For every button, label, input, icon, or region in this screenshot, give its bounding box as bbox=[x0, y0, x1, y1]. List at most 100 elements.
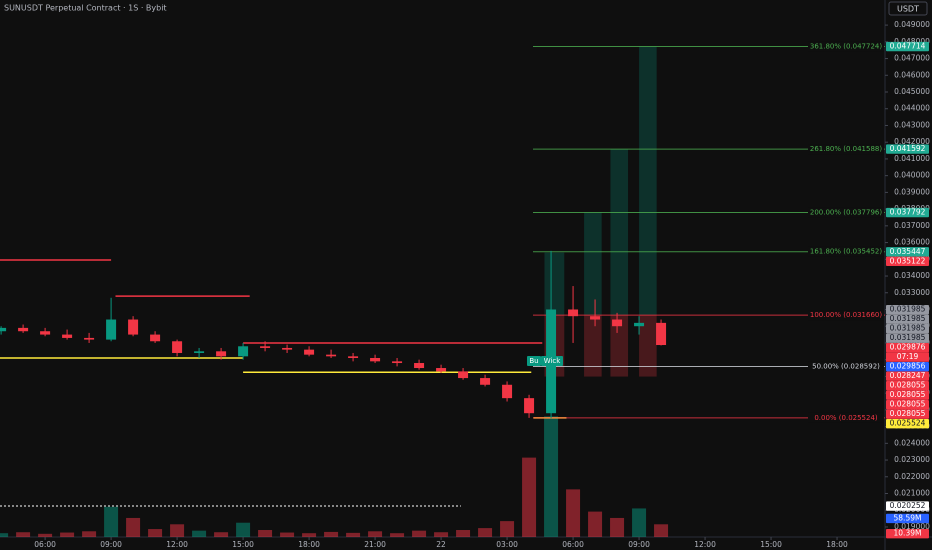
price-tag-label: 0.031985 bbox=[890, 305, 926, 314]
y-tick-label: 0.033000 bbox=[894, 288, 930, 297]
annotation-bg bbox=[527, 356, 541, 366]
y-tick-label: 0.045000 bbox=[894, 87, 930, 96]
chart-title: SUNUSDT Perpetual Contract · 1S · Bybit bbox=[4, 4, 167, 13]
candle-body bbox=[480, 378, 491, 385]
price-tag bbox=[886, 314, 929, 324]
y-tick-label: 0.019000 bbox=[894, 522, 930, 531]
price-tag bbox=[886, 324, 929, 334]
candle-body bbox=[568, 309, 579, 317]
volume-bar bbox=[544, 416, 559, 537]
price-tag-label: 0.031985 bbox=[890, 324, 926, 333]
price-tag bbox=[886, 343, 929, 353]
y-tick-label: 0.021000 bbox=[894, 489, 930, 498]
volume-bar bbox=[236, 522, 251, 537]
annotation-bg bbox=[541, 356, 563, 366]
candle-body bbox=[590, 316, 601, 320]
candle-body bbox=[62, 334, 73, 338]
y-tick-label: 0.044000 bbox=[894, 104, 930, 113]
price-tag-label: 0.035447 bbox=[890, 247, 926, 256]
price-tag-label: 0.028055 bbox=[890, 390, 926, 399]
fib-label: 200.00% (0.037796) bbox=[810, 209, 883, 217]
price-tag-label: 0.041592 bbox=[890, 144, 926, 153]
volume-tag-label: 10.39M bbox=[894, 529, 922, 538]
x-tick-label: 18:00 bbox=[826, 540, 848, 549]
target-zone bbox=[610, 149, 629, 316]
price-tag bbox=[886, 409, 929, 419]
target-zone bbox=[544, 252, 565, 316]
volume-bar bbox=[412, 530, 427, 537]
x-tick-label: 15:00 bbox=[232, 540, 254, 549]
volume-bar bbox=[522, 457, 537, 537]
price-tag bbox=[886, 333, 929, 343]
volume-bar bbox=[346, 532, 361, 537]
volume-bar bbox=[302, 533, 317, 537]
price-tag bbox=[886, 381, 929, 391]
target-zone bbox=[639, 315, 657, 377]
price-tag-label: 0.028055 bbox=[890, 409, 926, 418]
candle-body bbox=[634, 322, 645, 327]
volume-bar bbox=[38, 533, 53, 537]
candle-body bbox=[106, 319, 117, 340]
price-tag bbox=[886, 305, 929, 315]
price-tag bbox=[886, 501, 929, 511]
annotation: Bu bbox=[529, 357, 538, 365]
price-tag-label: 0.031985 bbox=[890, 333, 926, 342]
y-tick-label: 0.036000 bbox=[894, 238, 930, 247]
volume-bar bbox=[324, 531, 339, 537]
candle-body bbox=[392, 361, 403, 364]
volume-bar bbox=[258, 530, 273, 537]
volume-bar bbox=[478, 528, 493, 537]
candle-body bbox=[216, 351, 227, 357]
volume-bar bbox=[456, 530, 471, 537]
target-zone bbox=[584, 315, 602, 377]
price-tag bbox=[886, 419, 929, 429]
price-tag-label: 0.047714 bbox=[890, 42, 926, 51]
price-tag-label: 0.029876 bbox=[890, 343, 926, 352]
currency-box[interactable] bbox=[888, 1, 928, 16]
price-tag bbox=[886, 362, 929, 372]
x-tick-label: 09:00 bbox=[100, 540, 122, 549]
candle-body bbox=[84, 337, 95, 340]
candle-body bbox=[370, 358, 381, 362]
y-tick-label: 0.047000 bbox=[894, 54, 930, 63]
volume-bar bbox=[434, 532, 449, 537]
price-tag-label: 0.037792 bbox=[890, 208, 926, 217]
y-tick-label: 0.023000 bbox=[894, 455, 930, 464]
fib-label: 100.00% (0.031660) bbox=[810, 311, 883, 319]
y-tick-label: 0.046000 bbox=[894, 70, 930, 79]
volume-bar bbox=[170, 524, 185, 537]
candle-body bbox=[524, 398, 535, 414]
target-zone bbox=[610, 315, 629, 377]
fib-label-bg bbox=[808, 310, 884, 321]
x-tick-label: 12:00 bbox=[694, 540, 716, 549]
candle-body bbox=[18, 327, 29, 332]
volume-bar bbox=[16, 532, 31, 537]
currency[interactable]: USDT bbox=[897, 5, 919, 14]
candle-body bbox=[458, 371, 469, 379]
price-tag-label: 0.025524 bbox=[890, 419, 926, 428]
fib-label: 161.80% (0.035452) bbox=[810, 248, 883, 256]
annotation: Wick bbox=[544, 357, 562, 365]
fib-label-bg bbox=[808, 412, 884, 423]
volume-bar bbox=[280, 532, 295, 537]
price-tag bbox=[886, 371, 929, 381]
volume-bar bbox=[60, 532, 75, 537]
price-tag bbox=[886, 41, 929, 52]
x-tick-label: 18:00 bbox=[298, 540, 320, 549]
y-tick-label: 0.039000 bbox=[894, 187, 930, 196]
price-tag bbox=[886, 207, 929, 218]
y-tick-label: 0.034000 bbox=[894, 271, 930, 280]
volume-bar bbox=[0, 533, 9, 537]
volume-bar bbox=[654, 524, 669, 537]
y-tick-label: 0.048000 bbox=[894, 37, 930, 46]
volume-bar bbox=[390, 533, 405, 537]
price-tag-label: 0.028055 bbox=[890, 381, 926, 390]
candle-body bbox=[150, 334, 161, 342]
volume-bar bbox=[368, 531, 383, 537]
fib-label-bg bbox=[808, 144, 884, 155]
candle-body bbox=[0, 327, 7, 332]
candle-body bbox=[502, 384, 513, 399]
price-tag bbox=[886, 256, 929, 267]
